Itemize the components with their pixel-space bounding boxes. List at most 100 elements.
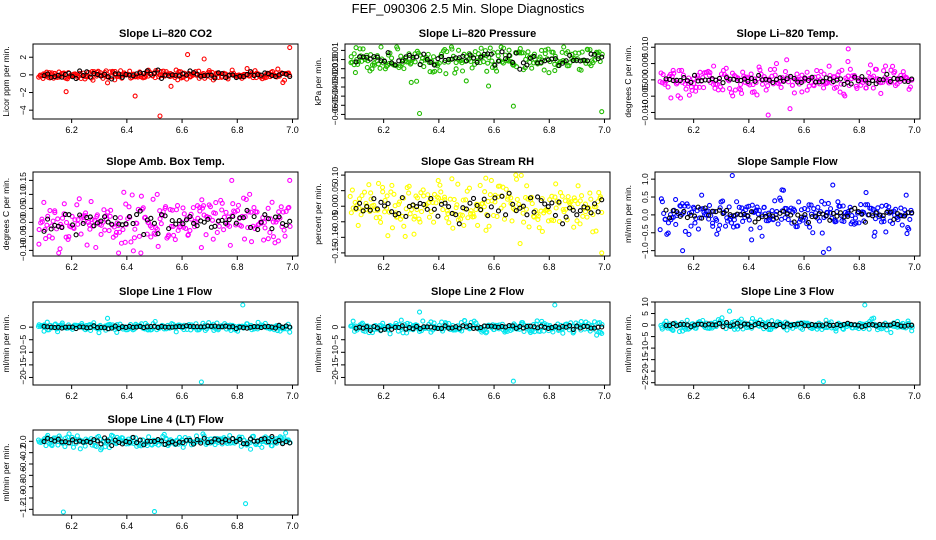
data-point — [741, 76, 747, 82]
x-tick-label: 6.2 — [65, 521, 78, 531]
data-point — [276, 209, 282, 215]
data-point — [769, 208, 775, 214]
data-point — [880, 79, 886, 85]
x-tick-label: 6.2 — [377, 262, 390, 272]
data-point — [587, 47, 593, 53]
y-tick-label: −0.01 — [330, 58, 340, 80]
data-point — [138, 193, 144, 199]
data-point — [108, 74, 115, 80]
data-point — [498, 205, 504, 211]
data-point — [73, 232, 79, 238]
data-point — [513, 208, 519, 214]
data-point — [424, 56, 430, 62]
data-point — [848, 81, 854, 87]
data-point — [584, 214, 590, 220]
data-point — [525, 49, 531, 55]
data-point — [378, 44, 384, 50]
data-point — [866, 70, 872, 76]
data-point — [191, 220, 197, 226]
data-point — [112, 215, 118, 221]
data-point — [144, 68, 150, 74]
x-tick-label: 6.2 — [687, 262, 700, 272]
data-point — [453, 66, 459, 72]
data-point — [871, 73, 877, 79]
data-point — [727, 85, 733, 92]
data-point — [377, 214, 383, 220]
data-point — [102, 214, 108, 220]
data-point — [52, 210, 58, 216]
data-point — [510, 103, 516, 109]
data-point — [176, 218, 182, 224]
data-point — [63, 219, 70, 226]
data-point — [456, 221, 462, 227]
data-point — [388, 189, 394, 195]
data-point — [710, 223, 716, 229]
data-point — [500, 60, 506, 66]
data-point — [433, 200, 439, 206]
data-point — [201, 219, 207, 225]
data-point — [122, 239, 128, 245]
data-point — [287, 73, 293, 80]
data-point — [815, 204, 821, 210]
data-point — [76, 196, 82, 202]
data-point — [487, 45, 493, 51]
data-point — [527, 195, 534, 201]
data-point — [510, 201, 516, 207]
data-point — [661, 210, 667, 217]
data-point — [852, 74, 858, 80]
data-point — [235, 208, 241, 214]
data-point — [810, 230, 816, 236]
data-point — [542, 47, 549, 53]
data-point — [47, 207, 53, 214]
data-point — [520, 60, 526, 66]
data-point — [682, 228, 688, 234]
data-point — [374, 54, 380, 60]
data-point — [665, 84, 671, 90]
data-point — [898, 72, 904, 78]
data-point — [431, 191, 438, 197]
data-point — [36, 241, 42, 247]
data-point — [853, 220, 859, 226]
data-point — [195, 215, 201, 221]
data-point — [204, 214, 210, 220]
data-point — [98, 218, 104, 224]
x-tick-label: 6.4 — [433, 262, 446, 272]
data-point — [374, 206, 380, 212]
data-point — [818, 68, 824, 74]
data-point — [759, 233, 765, 239]
data-point — [419, 209, 425, 215]
data-point — [488, 204, 494, 210]
data-point — [126, 204, 132, 210]
data-point — [205, 216, 211, 222]
data-point — [87, 74, 93, 80]
data-point — [824, 80, 830, 86]
data-point — [261, 219, 267, 225]
data-point — [411, 231, 417, 237]
data-point — [82, 210, 89, 216]
data-point — [358, 212, 364, 218]
data-point — [761, 204, 767, 210]
data-point — [816, 218, 823, 224]
data-point — [794, 71, 800, 77]
data-point — [463, 78, 469, 84]
x-tick-label: 6.8 — [543, 125, 556, 135]
data-point — [494, 68, 500, 74]
data-point — [412, 213, 418, 219]
data-point — [709, 220, 716, 226]
data-point — [396, 199, 403, 205]
data-point — [517, 66, 523, 72]
data-point — [469, 65, 475, 71]
data-point — [792, 207, 798, 214]
data-point — [819, 198, 825, 204]
data-point — [492, 62, 498, 68]
data-point — [770, 79, 776, 86]
data-point — [385, 50, 391, 56]
data-point — [726, 204, 732, 210]
y-tick-label: −0.10 — [330, 226, 340, 248]
data-point — [545, 46, 551, 52]
data-point — [48, 226, 54, 232]
y-tick-label: −0.02 — [330, 67, 340, 89]
data-point — [778, 84, 784, 91]
data-point — [751, 89, 757, 95]
x-tick-label: 6.2 — [377, 125, 390, 135]
